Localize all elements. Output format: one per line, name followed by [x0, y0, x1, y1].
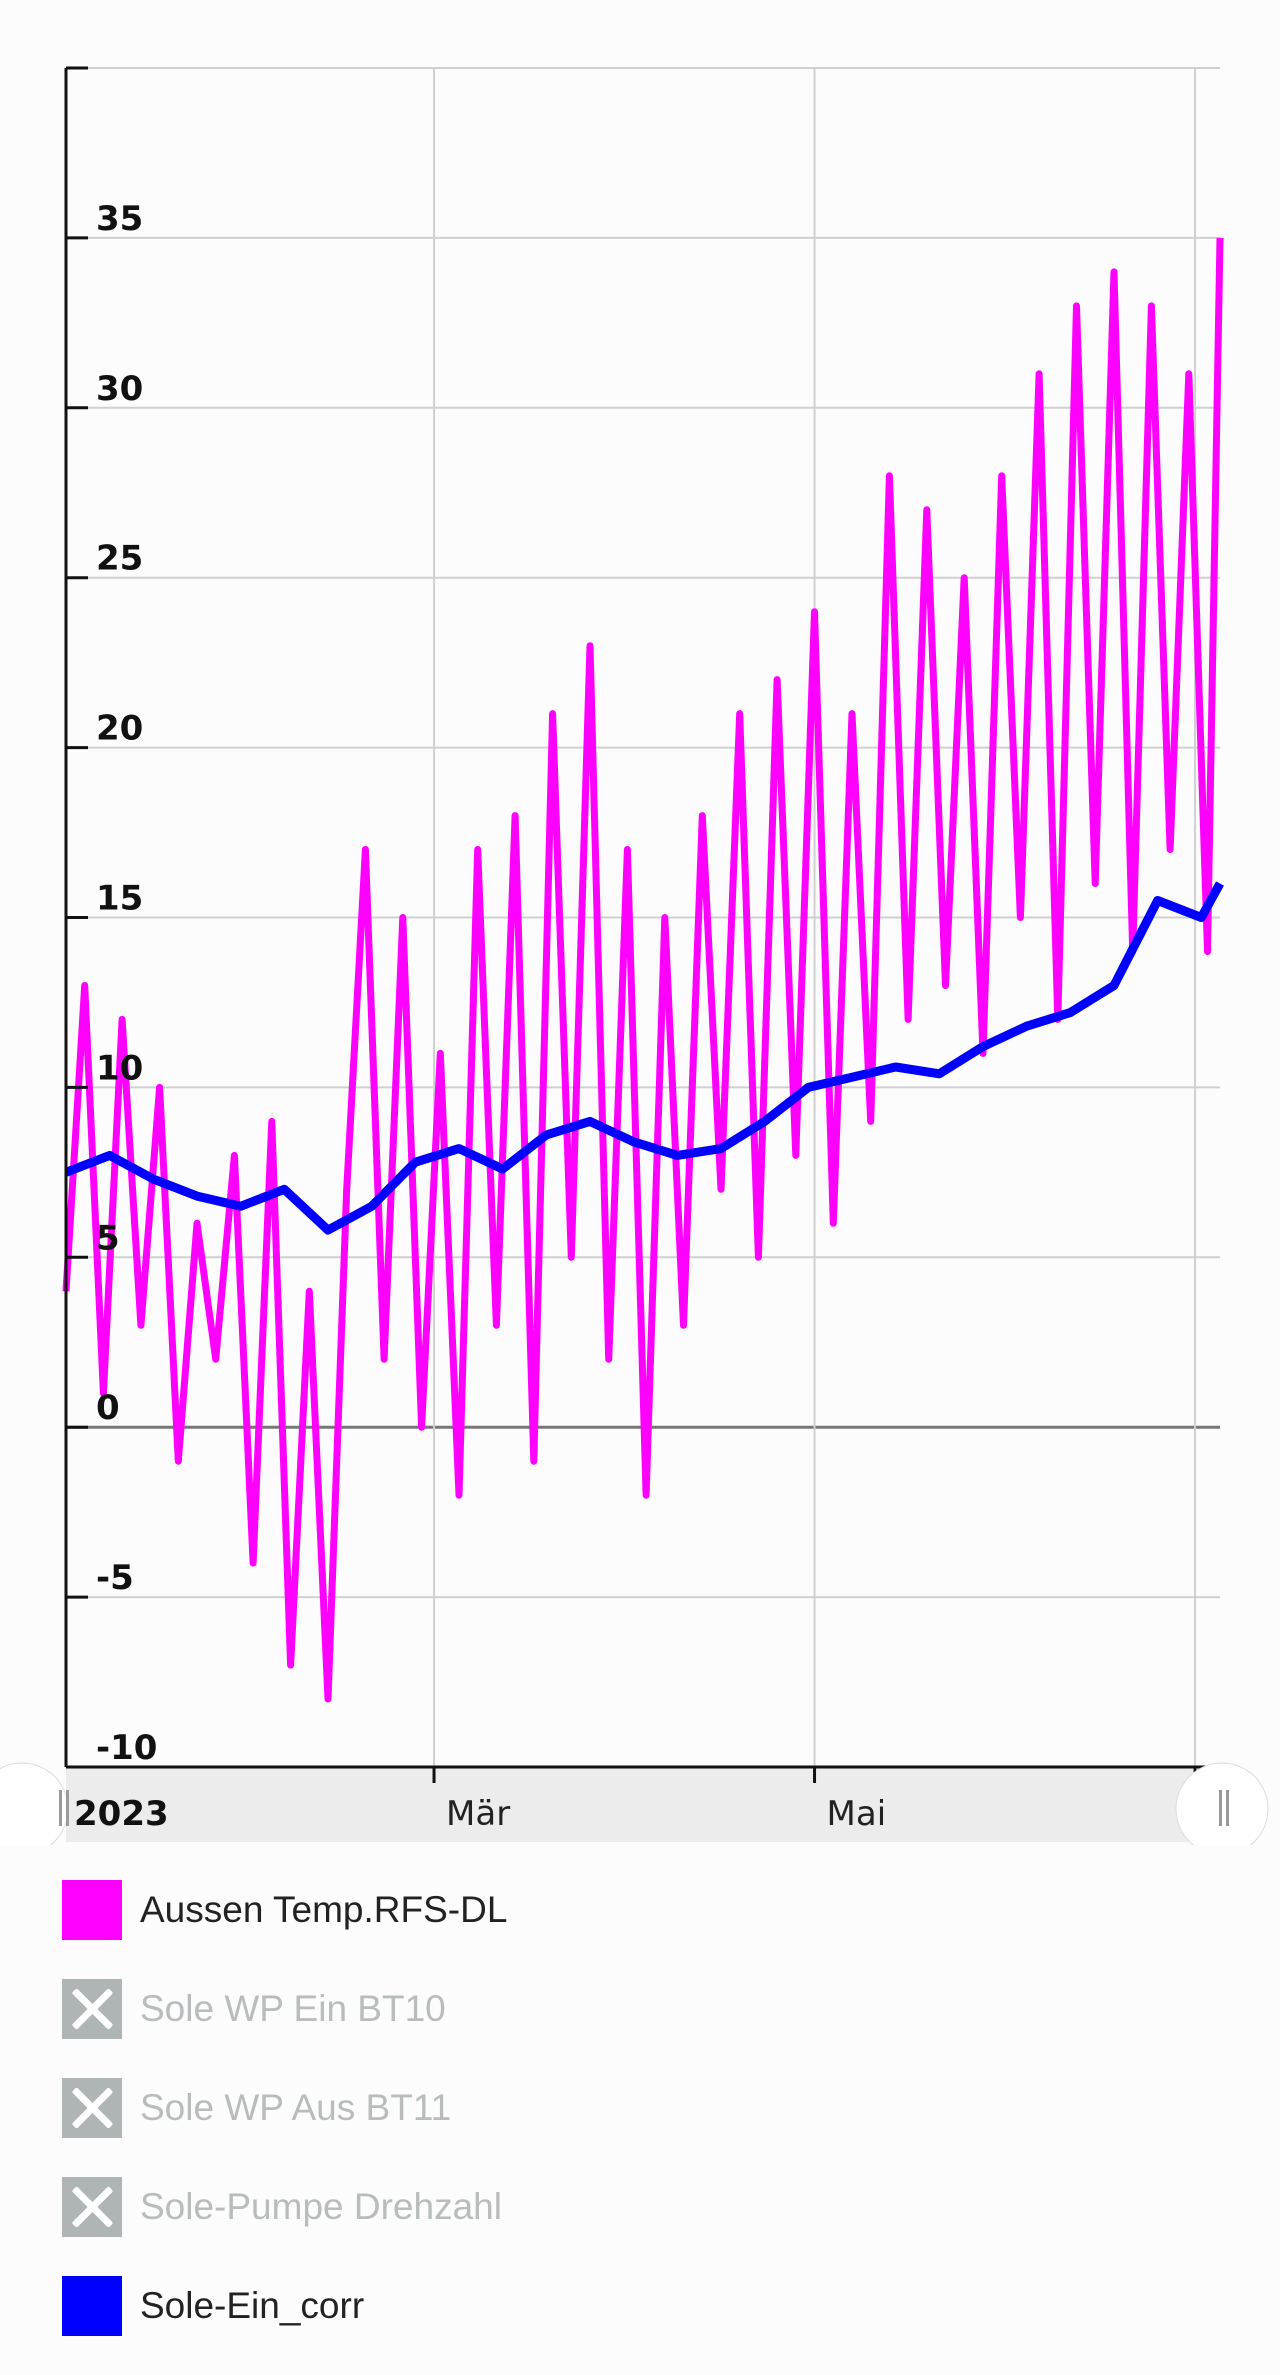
y-ticks: 35 30 25 20 15 10 5 0 -5 -10	[66, 66, 157, 1769]
toggle-off-icon	[62, 1979, 122, 2039]
legend-label: Sole WP Aus BT11	[140, 2087, 452, 2128]
legend-item-sole-wp-aus[interactable]: Sole WP Aus BT11	[62, 2078, 1212, 2138]
legend-label: Sole-Ein_corr	[140, 2285, 365, 2326]
legend-item-aussen-temp[interactable]: Aussen Temp.RFS-DL	[62, 1880, 1212, 1940]
toggle-off-icon	[62, 2078, 122, 2138]
legend-item-sole-ein-corr[interactable]: Sole-Ein_corr	[62, 2276, 1212, 2336]
range-handle-left[interactable]	[0, 1762, 69, 1845]
legend-label: Sole WP Ein BT10	[140, 1988, 446, 2029]
legend-swatch	[62, 2276, 122, 2336]
y-tick-label: 15	[96, 879, 143, 919]
series-line-sole-ein-corr	[64, 881, 1224, 1235]
y-tick-label: 10	[96, 1048, 143, 1088]
y-tick-label: -5	[96, 1558, 134, 1598]
legend-label: Sole-Pumpe Drehzahl	[140, 2186, 502, 2227]
grip-icon	[1226, 1790, 1229, 1826]
series-line-aussen-temp	[62, 237, 1224, 1703]
grip-icon	[59, 1790, 62, 1826]
toggle-off-icon	[62, 2177, 122, 2237]
legend-swatch	[62, 1880, 122, 1940]
grid-lines	[66, 67, 1220, 1767]
x-tick-label: Mär	[446, 1794, 510, 1834]
y-tick-label: 20	[96, 709, 143, 749]
y-tick-label: 25	[96, 539, 143, 579]
grip-icon	[1219, 1790, 1222, 1826]
x-tick-label: Mai	[827, 1794, 887, 1834]
grip-icon	[66, 1790, 69, 1826]
legend-item-sole-wp-ein[interactable]: Sole WP Ein BT10	[62, 1979, 1212, 2039]
x-axis-band	[66, 1767, 1220, 1842]
y-tick-label: 30	[96, 369, 143, 409]
legend-label: Aussen Temp.RFS-DL	[140, 1889, 508, 1930]
legend: Aussen Temp.RFS-DL Sole WP Ein BT10 Sole…	[62, 1880, 1212, 2375]
y-tick-label: -10	[96, 1728, 157, 1768]
legend-item-sole-pumpe[interactable]: Sole-Pumpe Drehzahl	[62, 2177, 1212, 2237]
y-tick-label: 5	[96, 1218, 120, 1258]
y-tick-label: 35	[96, 199, 143, 239]
y-tick-label: 0	[96, 1388, 120, 1428]
series-layer	[62, 237, 1224, 1703]
range-slider[interactable]	[0, 1762, 1269, 1845]
x-tick-label: 2023	[74, 1794, 169, 1834]
